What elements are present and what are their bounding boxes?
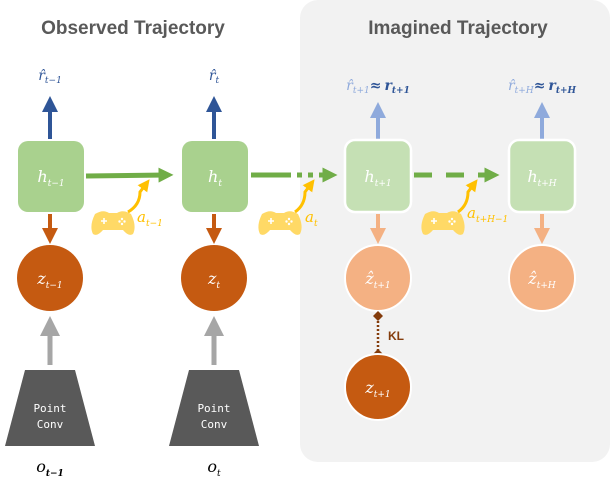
- point-conv-encoder: [5, 370, 95, 446]
- latent-circle-imagined: [508, 244, 576, 312]
- observation-label-0: ot−1: [36, 457, 64, 479]
- action-arrow: [457, 179, 478, 214]
- observed-title: Observed Trajectory: [41, 18, 225, 39]
- hidden-state-box: [18, 141, 84, 212]
- latent-label-1: zt: [207, 269, 220, 291]
- action-arrow: [294, 179, 315, 214]
- latent-label-2: ẑt+1: [364, 269, 390, 291]
- encoder-label-line1: Point: [197, 402, 230, 415]
- hidden-label-0: ht−1: [37, 167, 64, 189]
- kl-label: KL: [388, 329, 404, 343]
- hidden-state-box-imagined: [343, 138, 413, 214]
- latent-label-0: zt−1: [36, 269, 62, 291]
- reward-label-1: r̂t: [209, 68, 220, 86]
- action-arrow: [127, 179, 150, 214]
- hidden-label-2: ht+1: [364, 167, 391, 189]
- action-label-2: at+H−1: [467, 204, 508, 225]
- imagined-title: Imagined Trajectory: [368, 18, 548, 39]
- observation-label-1: ot: [207, 457, 221, 479]
- latent-circle: [17, 245, 83, 311]
- latent-circle-imagined: [344, 244, 412, 312]
- action-label-0: at−1: [137, 208, 163, 229]
- reward-label-2: r̂t+1≈ rt+1: [346, 78, 410, 96]
- kl-diamond: [373, 311, 383, 321]
- latent-label-3: ẑt+H: [527, 269, 556, 291]
- encoder-label-line1: Point: [33, 402, 66, 415]
- reward-label-3: r̂t+H≈ rt+H: [508, 78, 577, 96]
- gamepad-icon: [90, 210, 136, 236]
- hidden-state-box-imagined: [507, 138, 577, 214]
- hidden-label-3: ht+H: [527, 167, 556, 189]
- gamepad-icon: [257, 210, 303, 236]
- posterior-circle: [344, 353, 412, 421]
- posterior-label: zt+1: [364, 378, 390, 400]
- hidden-state-box: [182, 141, 248, 212]
- transition-arrow: [85, 167, 174, 183]
- reward-label-0: r̂t−1: [38, 68, 62, 86]
- action-label-1: at: [305, 208, 318, 229]
- latent-circle: [181, 245, 247, 311]
- hidden-label-1: ht: [208, 167, 222, 189]
- encoder-label-line2: Conv: [37, 418, 64, 431]
- encoder-label-line2: Conv: [201, 418, 228, 431]
- point-conv-encoder: [169, 370, 259, 446]
